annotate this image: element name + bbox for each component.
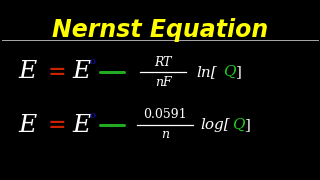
Text: E: E (72, 60, 90, 84)
Text: E: E (18, 60, 36, 84)
Text: E: E (72, 114, 90, 136)
Text: ]: ] (236, 65, 242, 79)
Text: o: o (89, 57, 95, 66)
Text: RT: RT (154, 55, 172, 69)
Text: 0.0591: 0.0591 (143, 109, 187, 122)
Text: E: E (18, 114, 36, 136)
Text: Nernst Equation: Nernst Equation (52, 18, 268, 42)
Text: Q: Q (232, 118, 244, 132)
Text: nF: nF (155, 75, 171, 89)
Text: =: = (48, 114, 67, 136)
Text: Q: Q (223, 65, 236, 79)
Text: ln[: ln[ (196, 65, 217, 79)
Text: n: n (161, 129, 169, 141)
Text: o: o (89, 111, 95, 120)
Text: log[: log[ (200, 118, 230, 132)
Text: =: = (48, 61, 67, 83)
Text: ]: ] (245, 118, 251, 132)
